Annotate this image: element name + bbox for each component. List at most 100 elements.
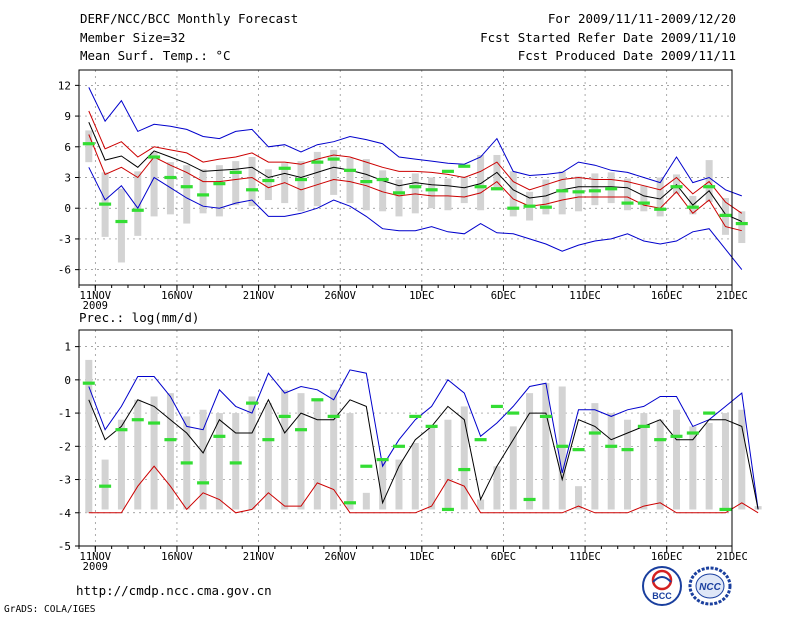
temp-range-bar bbox=[346, 158, 354, 204]
temp-xtick-year: 2009 bbox=[83, 300, 108, 312]
prec-range-bar bbox=[215, 413, 223, 510]
temp-line-upper bbox=[88, 110, 743, 214]
prec-member-tick bbox=[670, 434, 683, 438]
temp-line-mean bbox=[88, 122, 742, 222]
prec-member-tick bbox=[539, 414, 552, 418]
grads-credit: GrADS: COLA/IGES bbox=[4, 604, 96, 615]
temp-range-bar bbox=[117, 188, 125, 263]
prec-xtick-year: 2009 bbox=[83, 561, 108, 573]
temp-member-tick bbox=[735, 221, 748, 226]
temp-range-bar bbox=[85, 130, 93, 163]
website-url[interactable]: http://cmdp.ncc.cma.gov.cn bbox=[76, 583, 272, 598]
prec-range-bar bbox=[101, 459, 109, 510]
temp-member-tick bbox=[409, 185, 422, 189]
temp-range-bar bbox=[656, 177, 664, 217]
temp-line-lower bbox=[88, 134, 742, 232]
prec-line-min bbox=[88, 465, 759, 514]
prec-member-tick bbox=[588, 431, 601, 435]
temp-member-tick bbox=[474, 185, 487, 189]
prec-member-tick bbox=[131, 418, 144, 422]
prec-range-bar bbox=[330, 389, 338, 510]
prec-range-bar bbox=[166, 393, 174, 510]
temp-range-bar bbox=[150, 151, 158, 217]
prec-member-tick bbox=[115, 428, 128, 432]
temp-ytick-label: 9 bbox=[64, 110, 71, 123]
prec-range-bar bbox=[640, 413, 648, 510]
prec-range-bar bbox=[395, 459, 403, 510]
prec-member-tick bbox=[409, 414, 422, 418]
chart-title: DERF/NCC/BCC Monthly Forecast bbox=[80, 11, 299, 26]
temp-ytick-label: 6 bbox=[64, 141, 71, 154]
temp-member-tick bbox=[605, 187, 618, 191]
temp-ytick-label: -3 bbox=[58, 233, 71, 246]
temp-member-tick bbox=[131, 208, 144, 212]
temp-member-tick bbox=[278, 166, 291, 170]
produced-date: Fcst Produced Date 2009/11/11 bbox=[517, 48, 736, 63]
prec-range-bar bbox=[493, 466, 501, 510]
temp-range-bar bbox=[379, 170, 387, 212]
temp-member-tick bbox=[490, 187, 503, 191]
prec-member-tick bbox=[474, 438, 487, 442]
temp-range-bar bbox=[477, 154, 485, 211]
temp-xtick-label: 21DEC bbox=[716, 290, 748, 302]
temp-range-bar bbox=[509, 171, 517, 217]
prec-member-tick bbox=[262, 438, 275, 442]
prec-member-tick bbox=[246, 401, 259, 405]
temp-range-bar bbox=[624, 178, 632, 211]
prec-member-tick bbox=[99, 484, 112, 488]
temp-range-bar bbox=[411, 173, 419, 214]
prec-member-tick bbox=[556, 444, 569, 448]
start-date: Fcst Started Refer Date 2009/11/10 bbox=[480, 30, 736, 45]
temp-ytick-label: 0 bbox=[64, 202, 71, 215]
bcc-logo-text: BCC bbox=[652, 591, 672, 601]
temp-range-bar bbox=[428, 177, 436, 209]
temp-member-tick bbox=[458, 164, 471, 168]
prec-member-tick bbox=[360, 464, 373, 468]
prec-range-bar bbox=[656, 419, 664, 510]
temp-member-tick bbox=[392, 191, 405, 195]
temp-range-bar bbox=[264, 169, 272, 201]
temp-member-tick bbox=[327, 157, 340, 161]
prec-range-bar bbox=[248, 396, 256, 510]
bcc-logo: BCC bbox=[640, 566, 684, 606]
temp-member-tick bbox=[343, 168, 356, 172]
prec-line-max bbox=[88, 369, 759, 510]
temp-ytick-label: 12 bbox=[58, 79, 71, 92]
prec-ytick-label: 1 bbox=[64, 341, 71, 354]
prec-ytick-label: -3 bbox=[58, 474, 71, 487]
prec-ytick-label: -1 bbox=[58, 407, 71, 420]
forecast-period: For 2009/11/11-2009/12/20 bbox=[547, 11, 736, 26]
prec-member-tick bbox=[425, 424, 438, 428]
temp-range-bar bbox=[738, 211, 746, 244]
prec-member-tick bbox=[523, 497, 536, 502]
prec-member-tick bbox=[278, 414, 291, 418]
prec-member-tick bbox=[637, 424, 650, 428]
prec-xtick-label: 26NOV bbox=[324, 551, 356, 563]
prec-member-tick bbox=[213, 434, 226, 438]
prec-range-bar bbox=[509, 426, 517, 510]
prec-range-bar bbox=[362, 492, 370, 510]
prec-xtick-label: 11DEC bbox=[569, 551, 601, 563]
prec-range-bar bbox=[85, 359, 93, 513]
temp-xtick-label: 16NOV bbox=[161, 290, 193, 302]
temp-range-bar bbox=[330, 149, 338, 195]
prec-range-bar bbox=[705, 423, 713, 510]
temp-range-bar bbox=[395, 179, 403, 217]
prec-xtick-label: 1DEC bbox=[409, 551, 434, 563]
temp-member-tick bbox=[246, 188, 259, 192]
prec-member-tick bbox=[719, 507, 732, 512]
temp-line-max bbox=[88, 87, 742, 197]
temp-ytick-label: 3 bbox=[64, 172, 71, 185]
prec-xtick-label: 11NOV bbox=[80, 551, 112, 563]
temp-member-tick bbox=[637, 201, 650, 205]
prec-member-tick bbox=[441, 507, 454, 512]
temp-xtick-label: 26NOV bbox=[324, 290, 356, 302]
prec-member-tick bbox=[82, 381, 95, 385]
temp-xtick-label: 1DEC bbox=[409, 290, 434, 302]
temp-xtick-label: 16DEC bbox=[651, 290, 683, 302]
temp-member-tick bbox=[295, 177, 308, 182]
temp-member-tick bbox=[719, 213, 732, 217]
prec-member-tick bbox=[703, 411, 716, 415]
temp-range-bar bbox=[248, 157, 256, 207]
